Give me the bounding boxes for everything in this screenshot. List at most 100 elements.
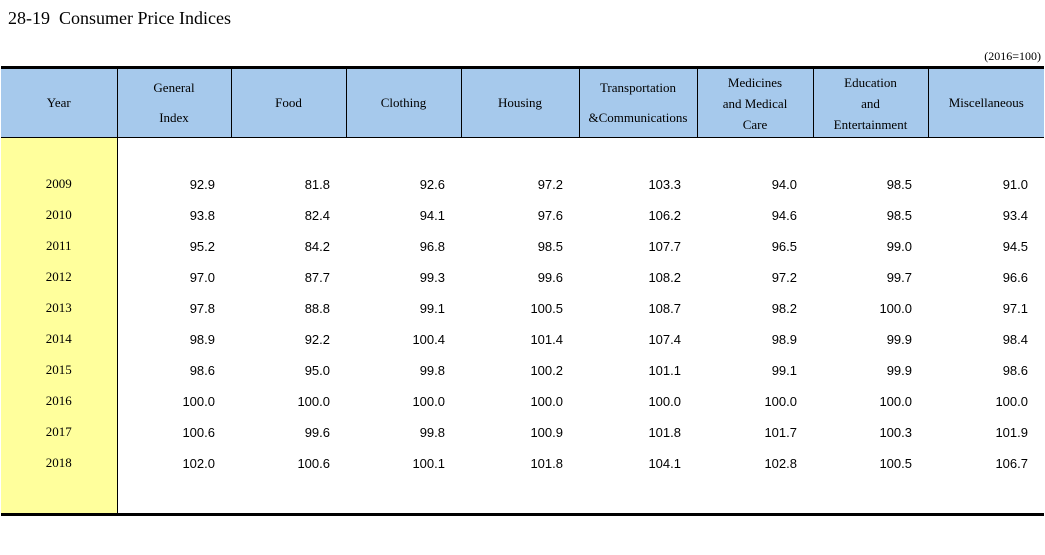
- value-cell: 101.8: [579, 416, 697, 448]
- year-cell: 2011: [1, 230, 118, 262]
- value-cell: 100.0: [579, 385, 697, 417]
- value-cell: 100.0: [346, 385, 461, 417]
- value-cell: 96.5: [697, 230, 813, 262]
- column-header-line: Care: [742, 116, 768, 132]
- value-cell: 91.0: [928, 168, 1044, 200]
- column-header-year: Year: [1, 67, 117, 138]
- value-cell: 100.0: [231, 385, 346, 417]
- value-cell: 95.2: [117, 230, 231, 262]
- value-cell: 98.5: [813, 199, 928, 231]
- year-column-padding: [1, 137, 118, 169]
- value-cell: 99.1: [697, 354, 813, 386]
- value-cell: 101.9: [928, 416, 1044, 448]
- column-header-line: Housing: [497, 95, 543, 110]
- value-cell: 108.7: [579, 292, 697, 324]
- column-header-line: Transportation: [599, 80, 677, 95]
- table-row: 2018 102.0 100.6 100.1 101.8 104.1 102.8 100.5 1…: [1, 447, 1044, 479]
- value-cell: 108.2: [579, 261, 697, 293]
- column-header-education-and-entertainment: Education and Entertainment: [812, 67, 928, 138]
- value-cell: 98.6: [928, 354, 1044, 386]
- year-cell: 2014: [1, 323, 118, 355]
- table-body: 2009 92.9 81.8 92.6 97.2 103.3 94.0 98.5 91.0 201…: [1, 137, 1044, 515]
- value-cell: 106.7: [928, 447, 1044, 479]
- value-cell: 97.2: [697, 261, 813, 293]
- column-header-line: &Communications: [588, 110, 688, 125]
- value-cell: 94.1: [346, 199, 461, 231]
- column-header-line: Food: [275, 95, 302, 110]
- table-top-padding-row: [1, 137, 1044, 169]
- value-cell: 101.1: [579, 354, 697, 386]
- value-cell: 107.7: [579, 230, 697, 262]
- value-cell: 96.8: [346, 230, 461, 262]
- value-cell: 100.0: [813, 292, 928, 324]
- year-column-padding: [1, 478, 118, 515]
- value-cell: 98.5: [813, 168, 928, 200]
- value-cell: 99.6: [231, 416, 346, 448]
- table-row: 2010 93.8 82.4 94.1 97.6 106.2 94.6 98.5 93.4: [1, 199, 1044, 231]
- column-header-line: Entertainment: [833, 116, 908, 132]
- value-cell: 99.8: [346, 416, 461, 448]
- value-cell: 98.5: [461, 230, 579, 262]
- year-cell: 2015: [1, 354, 118, 386]
- value-cell: 94.6: [697, 199, 813, 231]
- column-header-miscellaneous: Miscellaneous: [927, 67, 1044, 138]
- column-header-food: Food: [230, 67, 346, 138]
- cpi-table: Year General Index Food Clothing Housing Trans…: [1, 66, 1044, 516]
- column-header-line: Medicines: [727, 74, 783, 90]
- column-header-line: Year: [46, 95, 71, 110]
- column-header-line: Miscellaneous: [948, 95, 1024, 110]
- value-cell: 93.8: [117, 199, 231, 231]
- value-cell: 99.9: [813, 354, 928, 386]
- year-cell: 2012: [1, 261, 118, 293]
- value-cell: 94.0: [697, 168, 813, 200]
- table-row: 2009 92.9 81.8 92.6 97.2 103.3 94.0 98.5 91.0: [1, 168, 1044, 200]
- column-header-housing: Housing: [460, 67, 579, 138]
- value-cell: 98.9: [697, 323, 813, 355]
- value-cell: 82.4: [231, 199, 346, 231]
- column-header-transportation-communications: Transportation &Communications: [578, 67, 697, 138]
- column-header-general-index: General Index: [116, 67, 231, 138]
- column-header-line: and: [861, 95, 880, 111]
- value-cell: 106.2: [579, 199, 697, 231]
- value-cell: 97.8: [117, 292, 231, 324]
- value-cell: 100.0: [117, 385, 231, 417]
- value-cell: 100.6: [231, 447, 346, 479]
- column-header-line: and Medical: [722, 95, 788, 111]
- page-title: 28-19 Consumer Price Indices: [8, 8, 231, 28]
- value-cell: 107.4: [579, 323, 697, 355]
- value-cell: 99.7: [813, 261, 928, 293]
- table-row: 2012 97.0 87.7 99.3 99.6 108.2 97.2 99.7 96.6: [1, 261, 1044, 293]
- table-row: 2017 100.6 99.6 99.8 100.9 101.8 101.7 100.3 101…: [1, 416, 1044, 448]
- year-cell: 2010: [1, 199, 118, 231]
- table-bottom-padding-row: [1, 478, 1044, 515]
- value-cell: 97.6: [461, 199, 579, 231]
- column-header-line: Clothing: [380, 95, 427, 110]
- table-row: 2011 95.2 84.2 96.8 98.5 107.7 96.5 99.0 94.5: [1, 230, 1044, 262]
- table-row: 2013 97.8 88.8 99.1 100.5 108.7 98.2 100.0 97.1: [1, 292, 1044, 324]
- padding-cell: [117, 478, 1044, 515]
- value-cell: 103.3: [579, 168, 697, 200]
- value-cell: 104.1: [579, 447, 697, 479]
- value-cell: 93.4: [928, 199, 1044, 231]
- value-cell: 99.3: [346, 261, 461, 293]
- value-cell: 97.0: [117, 261, 231, 293]
- value-cell: 100.3: [813, 416, 928, 448]
- value-cell: 100.4: [346, 323, 461, 355]
- value-cell: 101.7: [697, 416, 813, 448]
- value-cell: 92.6: [346, 168, 461, 200]
- value-cell: 98.6: [117, 354, 231, 386]
- value-cell: 100.2: [461, 354, 579, 386]
- value-cell: 88.8: [231, 292, 346, 324]
- value-cell: 98.9: [117, 323, 231, 355]
- value-cell: 96.6: [928, 261, 1044, 293]
- value-cell: 99.1: [346, 292, 461, 324]
- table-row: 2016 100.0 100.0 100.0 100.0 100.0 100.0 100.0 1…: [1, 385, 1044, 417]
- year-cell: 2016: [1, 385, 118, 417]
- value-cell: 87.7: [231, 261, 346, 293]
- value-cell: 100.6: [117, 416, 231, 448]
- base-year-note: (2016=100): [984, 49, 1041, 63]
- value-cell: 100.5: [461, 292, 579, 324]
- value-cell: 100.0: [461, 385, 579, 417]
- value-cell: 102.0: [117, 447, 231, 479]
